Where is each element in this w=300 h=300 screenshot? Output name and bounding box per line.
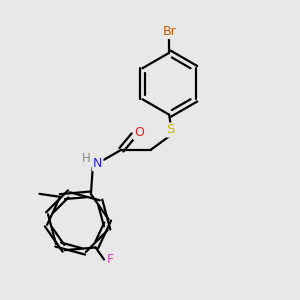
Text: Br: Br	[162, 25, 176, 38]
Text: H: H	[82, 152, 91, 165]
Text: N: N	[93, 157, 102, 170]
Text: F: F	[107, 253, 114, 266]
Text: S: S	[167, 124, 175, 136]
Text: O: O	[134, 126, 144, 139]
